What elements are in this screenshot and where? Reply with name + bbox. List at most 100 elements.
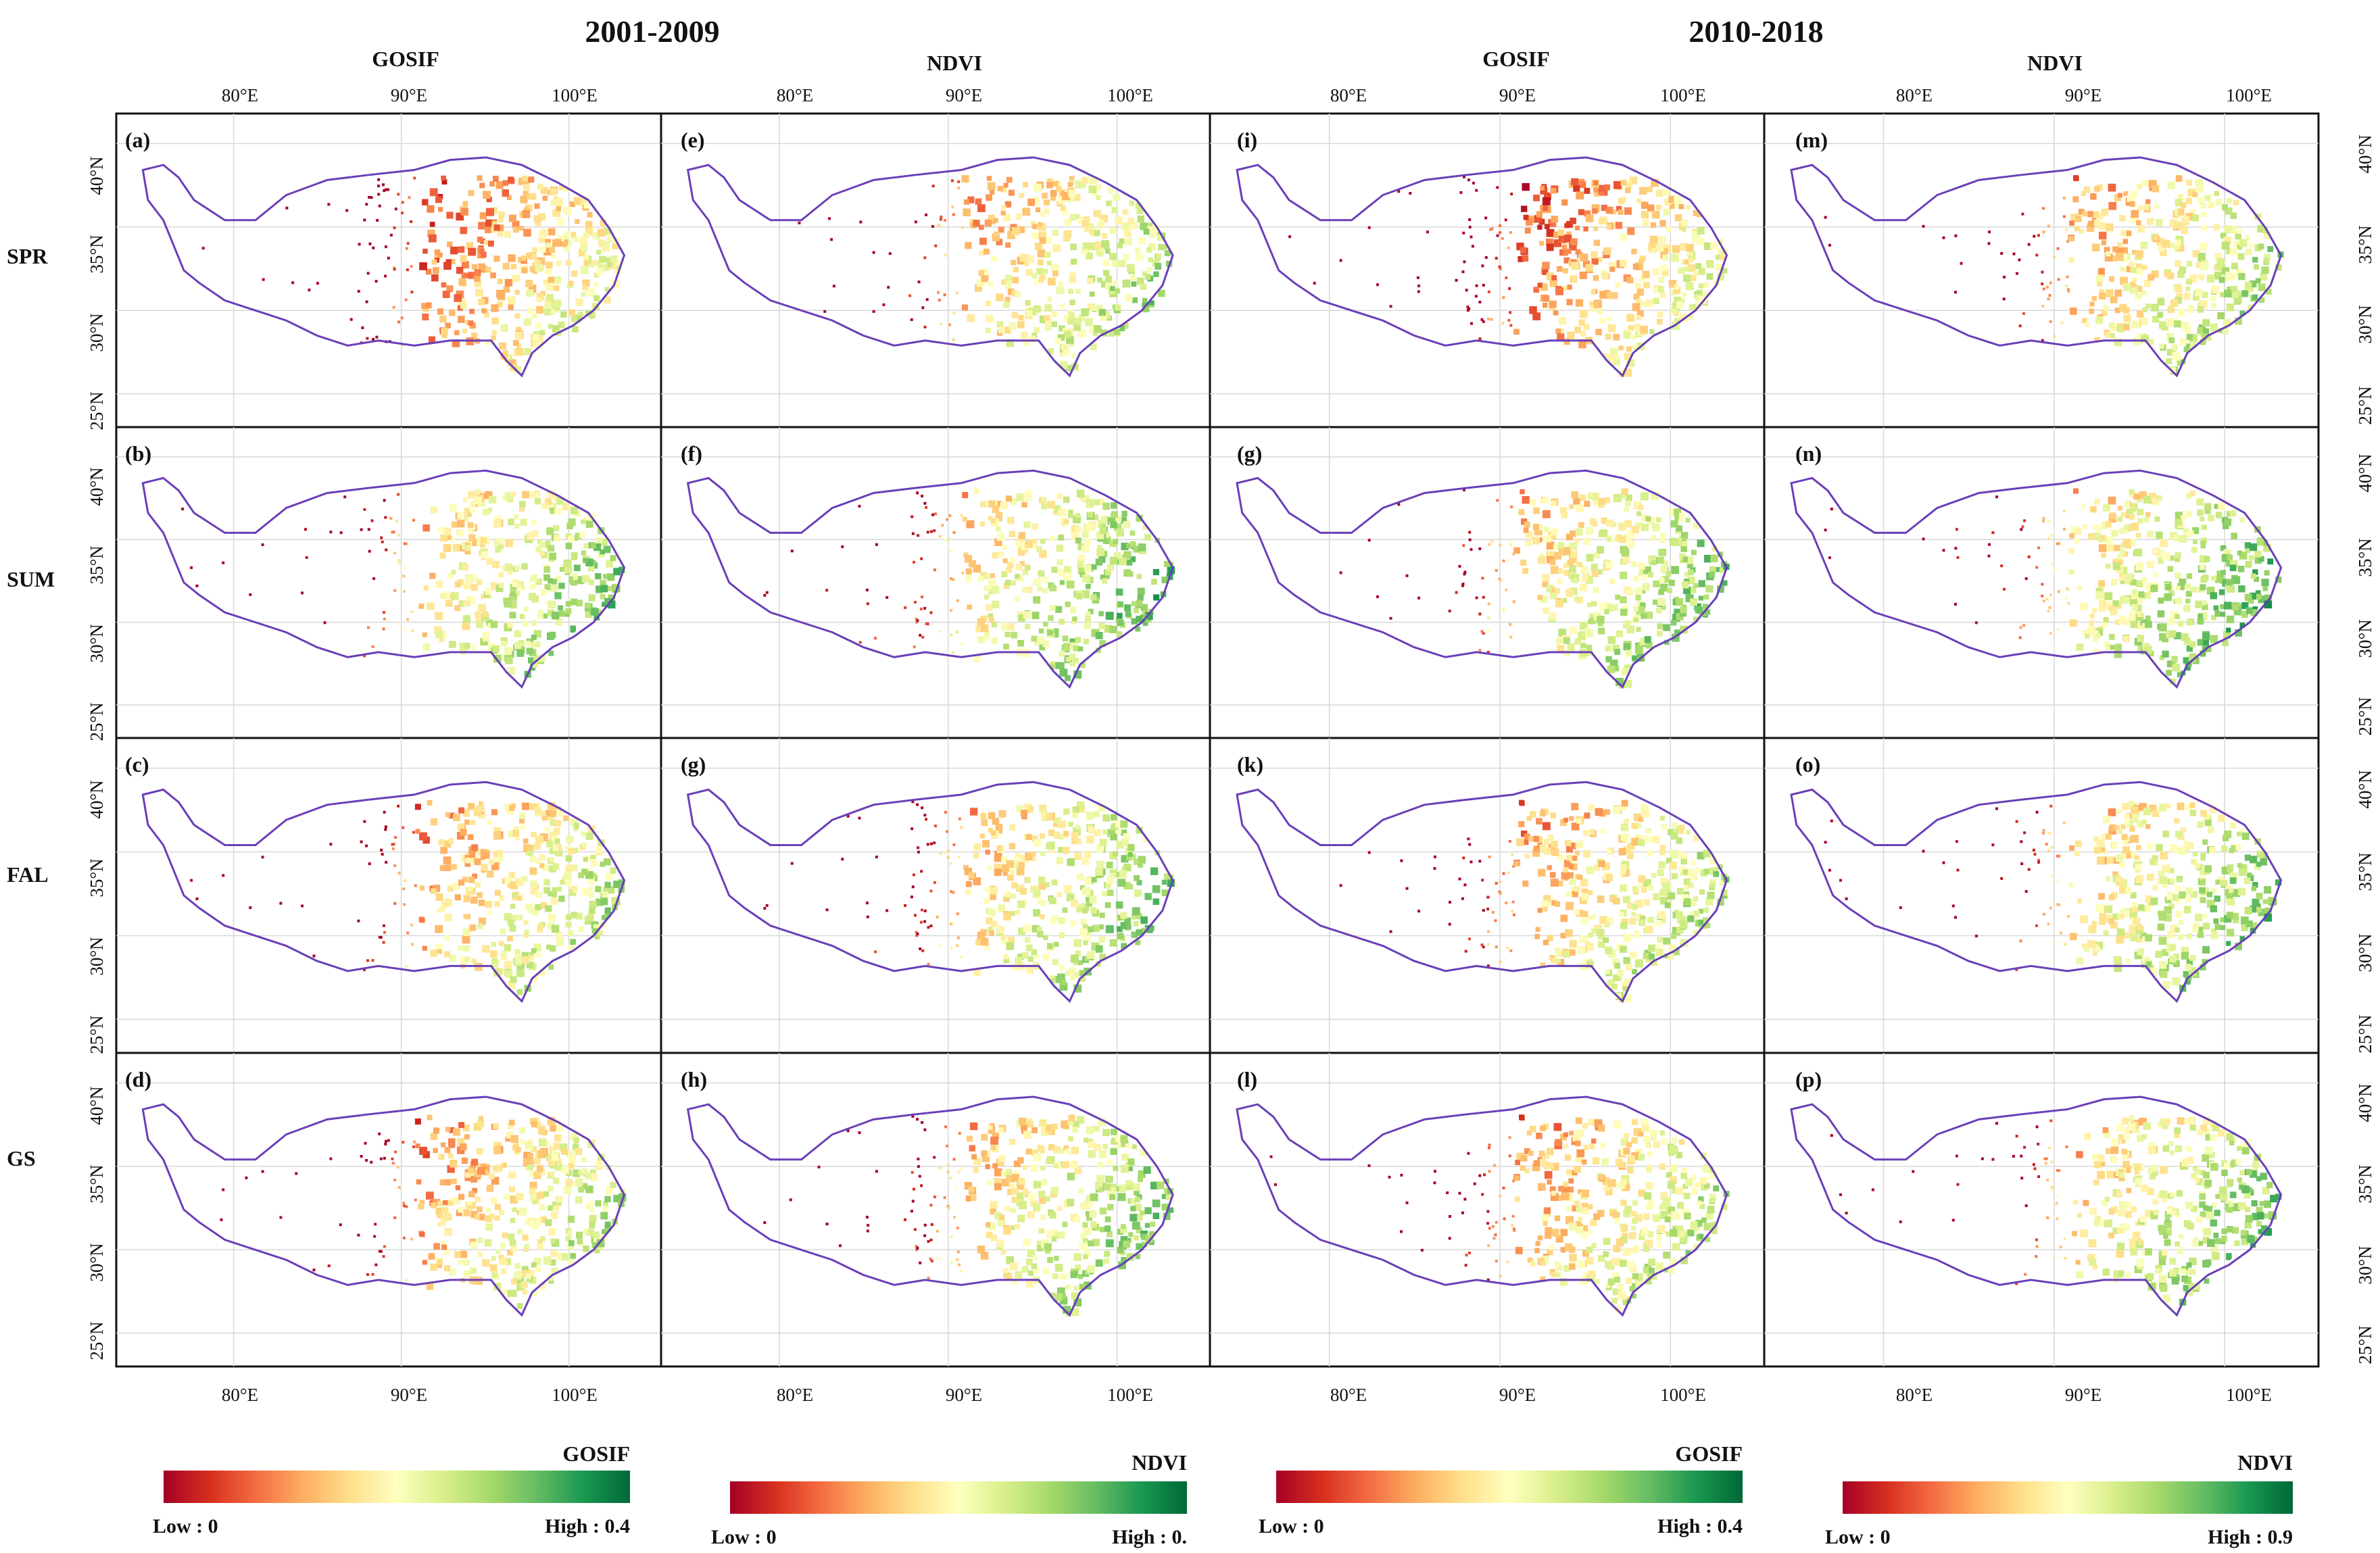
vegetation-pixel (2130, 814, 2138, 822)
vegetation-pixel (1624, 353, 1631, 360)
vegetation-pixel (2095, 633, 2101, 639)
vegetation-pixel (2275, 576, 2282, 583)
vegetation-pixel (964, 555, 973, 563)
vegetation-pixel (1086, 523, 1094, 532)
vegetation-pixel (2093, 524, 2099, 531)
vegetation-pixel (603, 887, 608, 892)
vegetation-pixel (2154, 516, 2160, 522)
vegetation-pixel (1671, 253, 1679, 262)
vegetation-pixel (2065, 285, 2068, 288)
vegetation-pixel (763, 593, 767, 597)
vegetation-pixel (1664, 902, 1671, 908)
vegetation-pixel (1551, 957, 1557, 964)
vegetation-pixel (556, 938, 564, 946)
vegetation-pixel (488, 241, 494, 247)
vegetation-pixel (500, 954, 507, 960)
vegetation-pixel (1104, 624, 1113, 633)
vegetation-pixel (956, 936, 960, 939)
vegetation-pixel (2192, 192, 2198, 197)
vegetation-pixel (921, 495, 924, 497)
vegetation-pixel (1044, 237, 1052, 244)
vegetation-pixel (536, 297, 542, 303)
vegetation-pixel (1638, 258, 1644, 264)
vegetation-pixel (1590, 289, 1597, 295)
vegetation-pixel (2110, 333, 2115, 339)
vegetation-pixel (545, 262, 553, 269)
vegetation-pixel (917, 846, 920, 849)
vegetation-pixel (2126, 266, 2133, 272)
vegetation-pixel (2091, 608, 2097, 613)
vegetation-pixel (2144, 592, 2152, 599)
vegetation-pixel (1161, 879, 1167, 885)
vegetation-pixel (2156, 843, 2163, 852)
vegetation-pixel (201, 247, 205, 250)
vegetation-pixel (1120, 922, 1128, 929)
vegetation-pixel (2241, 602, 2249, 610)
vegetation-pixel (1060, 205, 1066, 211)
vegetation-pixel (490, 620, 498, 628)
vegetation-pixel (406, 931, 410, 935)
vegetation-pixel (975, 198, 982, 205)
vegetation-pixel (2238, 273, 2245, 280)
vegetation-pixel (913, 560, 915, 564)
vegetation-pixel (1098, 936, 1106, 943)
vegetation-pixel (988, 588, 995, 595)
vegetation-pixel (2122, 618, 2130, 626)
vegetation-pixel (611, 897, 618, 904)
vegetation-pixel (1624, 506, 1629, 512)
vegetation-pixel (957, 180, 961, 183)
vegetation-pixel (1047, 297, 1052, 302)
vegetation-pixel (291, 281, 295, 285)
vegetation-pixel (540, 810, 546, 816)
vegetation-pixel (493, 224, 500, 231)
vegetation-pixel (585, 520, 593, 528)
vegetation-pixel (986, 604, 993, 612)
vegetation-pixel (1076, 593, 1083, 599)
vegetation-pixel (222, 561, 225, 564)
vegetation-pixel (1617, 969, 1624, 977)
vegetation-pixel (1605, 874, 1613, 881)
vegetation-pixel (1102, 502, 1110, 510)
vegetation-pixel (1689, 303, 1697, 311)
vegetation-pixel (940, 216, 943, 218)
vegetation-pixel (1575, 850, 1580, 856)
vegetation-pixel (1570, 551, 1578, 558)
vegetation-pixel (1647, 186, 1653, 193)
vegetation-pixel (1142, 524, 1148, 531)
vegetation-pixel (543, 566, 550, 573)
vegetation-pixel (2245, 561, 2252, 568)
vegetation-pixel (1922, 849, 1925, 853)
vegetation-pixel (492, 645, 500, 653)
vegetation-pixel (1077, 646, 1084, 651)
vegetation-pixel (2186, 804, 2193, 811)
vegetation-pixel (1054, 338, 1061, 345)
vegetation-pixel (1573, 578, 1578, 584)
vegetation-pixel (1117, 612, 1123, 619)
vegetation-pixel (968, 872, 975, 879)
vegetation-pixel (2148, 339, 2154, 345)
vegetation-pixel (1119, 870, 1127, 879)
vegetation-pixel (1599, 916, 1607, 925)
vegetation-pixel (2127, 508, 2134, 516)
vegetation-pixel (1550, 187, 1557, 194)
vegetation-pixel (1063, 885, 1072, 893)
vegetation-pixel (1681, 259, 1687, 265)
vegetation-pixel (1571, 178, 1579, 186)
vegetation-pixel (536, 293, 544, 301)
vegetation-pixel (2183, 637, 2191, 645)
vegetation-pixel (986, 176, 992, 181)
vegetation-pixel (1546, 585, 1555, 593)
vegetation-pixel (2229, 286, 2237, 294)
vegetation-pixel (1155, 263, 1162, 270)
vegetation-pixel (1073, 515, 1081, 524)
vegetation-pixel (1605, 946, 1613, 954)
vegetation-pixel (2177, 270, 2185, 278)
vegetation-pixel (2202, 887, 2209, 894)
vegetation-pixel (2186, 343, 2191, 349)
vegetation-pixel (2233, 199, 2239, 205)
vegetation-pixel (2122, 527, 2128, 533)
vegetation-pixel (516, 895, 522, 901)
vegetation-pixel (1039, 914, 1045, 920)
vegetation-pixel (2096, 527, 2102, 533)
vegetation-pixel (858, 641, 862, 644)
